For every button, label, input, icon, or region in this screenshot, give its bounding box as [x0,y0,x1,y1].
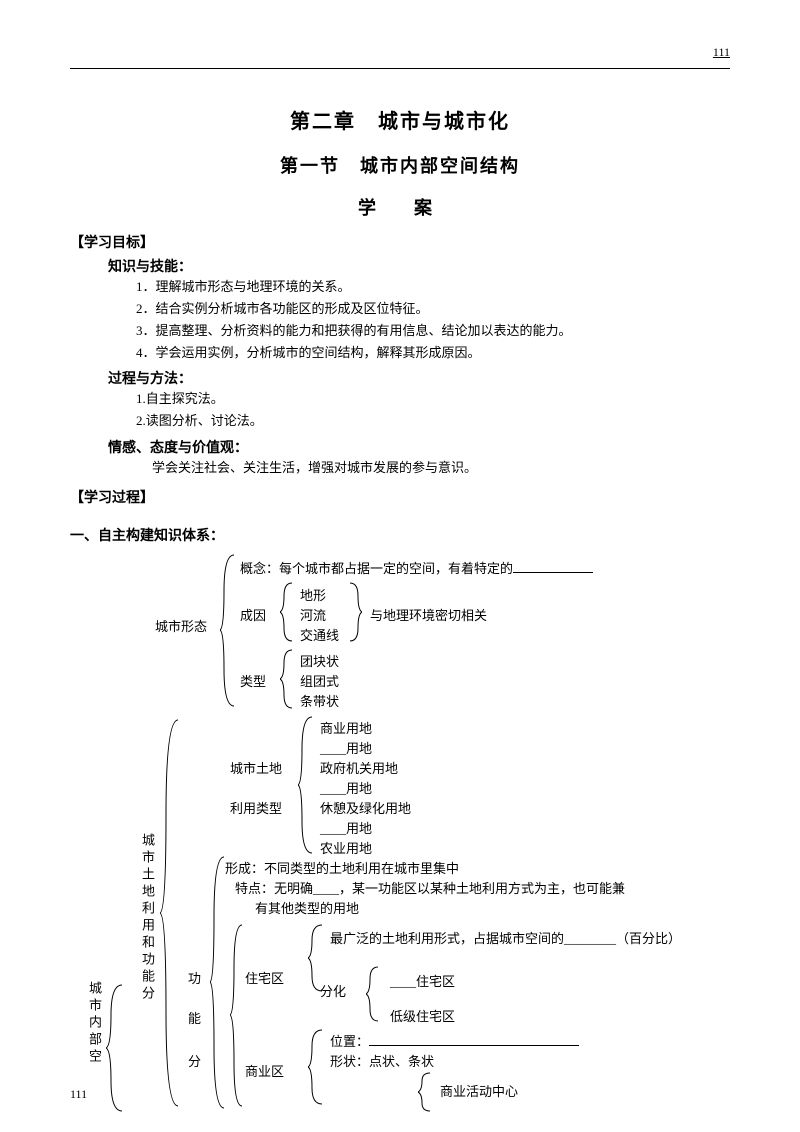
page-number-bottom: 111 [70,1087,87,1102]
brace-icon [230,923,244,1108]
top-rule [70,68,730,69]
chapter-title: 第二章 城市与城市化 [70,105,730,134]
liyong-leixing: 利用类型 [230,798,282,817]
neng: 能 [188,1008,201,1027]
brace-icon [280,581,294,643]
zhengfu: 政府机关用地 [320,758,398,777]
shangye-huodong: 商业活动中心 [440,1081,518,1100]
weizhi: 位置： [330,1031,579,1050]
shangye-yongdi: 商业用地 [320,718,372,737]
chengshi-xingtai: 城市形态 [155,616,207,635]
brace-icon [160,718,180,1108]
heliu: 河流 [300,605,326,624]
xiuqi: 休憩及绿化用地 [320,798,411,817]
knowledge-item: 4．学会运用实例，分析城市的空间结构，解释其形成原因。 [136,342,730,364]
diji-zhuzhai: 低级住宅区 [390,1006,455,1025]
gong: 功 [188,968,201,987]
brace-icon [106,983,124,1113]
leixing: 类型 [240,671,266,690]
section-title: 第一节 城市内部空间结构 [70,152,730,178]
brace-icon [298,715,314,855]
brace-icon [280,648,294,710]
brace-icon [308,1028,324,1106]
values-head: 情感、态度与价值观： [108,437,730,457]
shangye-qu: 商业区 [245,1061,284,1080]
related: 与地理环境密切相关 [370,605,487,624]
process-head: 过程与方法： [108,368,730,388]
jiaotong: 交通线 [300,625,339,644]
content: 第二章 城市与城市化 第一节 城市内部空间结构 学 案 【学习目标】 知识与技能… [70,105,730,1113]
blank-zhuzhai: ____住宅区 [390,971,455,990]
knowledge-head: 知识与技能： [108,256,730,276]
vert-tudi: 城市土地利用和功能分 [138,833,157,1003]
dixing: 地形 [300,585,326,604]
xingcheng: 形成：不同类型的土地利用在城市里集中 [225,858,459,877]
xingzhuang: 形状：点状、条状 [330,1051,434,1070]
knowledge-item: 2．结合实例分析城市各功能区的形成及区位特征。 [136,298,730,320]
process-item: 2.读图分析、讨论法。 [136,410,730,432]
brace-icon [308,923,324,993]
knowledge-item: 3．提高整理、分析资料的能力和把获得的有用信息、结论加以表达的能力。 [136,320,730,342]
blank-yongdi3: ____用地 [320,818,372,837]
vert-neibu: 城市内部空 [85,981,104,1066]
brace-icon [418,1071,432,1113]
concept-line: 概念：每个城市都占据一定的空间，有着特定的 [240,558,593,577]
zuiguang: 最广泛的土地利用形式，占据城市空间的________（百分比） [330,928,681,947]
zutuan: 组团式 [300,671,339,690]
zhuzhai-qu: 住宅区 [245,968,284,987]
values-item: 学会关注社会、关注生活，增强对城市发展的参与意识。 [152,457,730,479]
brace-icon-right [348,581,362,643]
page-number-top: 111 [713,45,730,60]
tuankuai: 团块状 [300,651,339,670]
fen: 分 [188,1051,201,1070]
blank-yongdi2: ____用地 [320,778,372,797]
diagram: 概念：每个城市都占据一定的空间，有着特定的 地形 河流 交通线 成因 与地理环境… [70,553,730,1113]
tiaodai: 条带状 [300,691,339,710]
brace-icon [220,553,236,708]
chengyin: 成因 [240,605,266,624]
brace-icon [210,855,226,1110]
knowledge-item: 1．理解城市形态与地理环境的关系。 [136,276,730,298]
goals-head: 【学习目标】 [70,232,730,252]
process-head2: 【学习过程】 [70,487,730,507]
tedian1: 特点：无明确____，某一功能区以某种土地利用方式为主，也可能兼 [235,878,625,897]
tedian2: 有其他类型的用地 [255,898,359,917]
nongye: 农业用地 [320,838,372,857]
process-item: 1.自主探究法。 [136,388,730,410]
blank-yongdi1: ____用地 [320,738,372,757]
chengshi-tudi: 城市土地 [230,758,282,777]
subtitle: 学 案 [70,194,730,220]
brace-icon [366,965,380,1023]
outline-head: 一、自主构建知识体系： [70,525,730,545]
